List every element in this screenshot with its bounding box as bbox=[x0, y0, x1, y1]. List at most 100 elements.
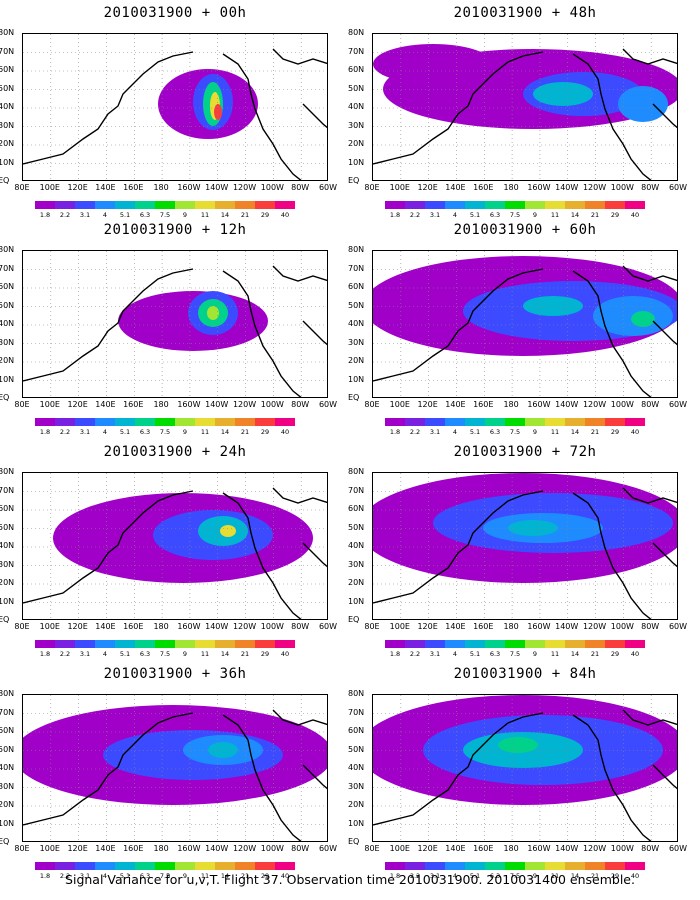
coastline bbox=[373, 712, 544, 826]
colorbar-label: 21 bbox=[240, 872, 250, 880]
coastline bbox=[622, 48, 677, 65]
lat-label: 50N bbox=[348, 83, 365, 93]
colorbar-swatch bbox=[275, 418, 295, 426]
variance-contour bbox=[523, 296, 583, 316]
colorbar-label: 6.3 bbox=[139, 211, 151, 219]
lon-label: 160W bbox=[177, 622, 201, 631]
coastline bbox=[23, 712, 194, 826]
panel-title: 2010031900 + 12h bbox=[103, 222, 247, 238]
coastline bbox=[272, 265, 327, 282]
colorbar-label: 14 bbox=[570, 428, 580, 436]
colorbar-swatch bbox=[155, 418, 175, 426]
colorbar-swatch bbox=[565, 862, 585, 870]
colorbar-swatch bbox=[115, 201, 135, 209]
lat-label: 10N bbox=[0, 157, 15, 167]
lat-label: 60N bbox=[0, 65, 15, 74]
colorbar-swatch bbox=[75, 862, 95, 870]
lon-label: 100W bbox=[610, 622, 634, 631]
variance-contour bbox=[208, 742, 238, 758]
lon-label: 100W bbox=[260, 400, 284, 409]
colorbar-label: 11 bbox=[200, 428, 210, 436]
lat-label: 30N bbox=[0, 337, 15, 347]
colorbar-label: 14 bbox=[220, 650, 230, 658]
lon-label: 140W bbox=[205, 400, 229, 409]
lon-label: 120E bbox=[417, 844, 438, 853]
colorbar-swatch bbox=[235, 418, 255, 426]
colorbar-label: 3.1 bbox=[79, 872, 91, 880]
lon-label: 140E bbox=[95, 844, 116, 853]
colorbar-swatch bbox=[35, 862, 55, 870]
colorbar-swatch bbox=[195, 640, 215, 648]
lat-label: 40N bbox=[348, 319, 365, 328]
colorbar-label: 2.2 bbox=[59, 211, 71, 219]
lon-label: 120W bbox=[582, 622, 607, 631]
lon-label: 80E bbox=[364, 844, 380, 853]
map-frame bbox=[372, 472, 678, 620]
lon-label: 120E bbox=[417, 183, 438, 192]
colorbar-swatch bbox=[175, 640, 195, 648]
colorbar-swatch bbox=[255, 862, 275, 870]
lat-label: 70N bbox=[0, 263, 15, 273]
colorbar-label: 21 bbox=[590, 872, 600, 880]
colorbar-swatch bbox=[405, 418, 425, 426]
colorbar-label: 4 bbox=[102, 650, 108, 658]
lat-label: 20N bbox=[348, 800, 365, 809]
lon-label: 100W bbox=[610, 844, 634, 853]
colorbar-label: 5.1 bbox=[119, 428, 131, 436]
colorbar-label: 29 bbox=[260, 650, 270, 658]
lon-label: 100W bbox=[610, 183, 634, 192]
colorbar-label: 21 bbox=[240, 650, 250, 658]
map-canvas bbox=[373, 34, 677, 180]
coastline bbox=[572, 714, 652, 841]
lon-label: 180 bbox=[503, 183, 519, 192]
map-canvas bbox=[23, 34, 327, 180]
lon-label: 100E bbox=[389, 622, 410, 631]
colorbar-swatch bbox=[585, 201, 605, 209]
colorbar-label: 2.2 bbox=[59, 428, 71, 436]
lat-label: 70N bbox=[0, 707, 15, 717]
colorbar-label: 4 bbox=[102, 211, 108, 219]
colorbar-swatch bbox=[585, 418, 605, 426]
colorbar-label: 29 bbox=[610, 428, 620, 436]
colorbar-label: 7.5 bbox=[509, 428, 521, 436]
lon-label: 100E bbox=[389, 400, 410, 409]
lat-label: 70N bbox=[348, 485, 365, 495]
lat-label: 80N bbox=[0, 245, 15, 254]
lat-label: 30N bbox=[0, 559, 15, 569]
colorbar-label: 5.1 bbox=[119, 211, 131, 219]
lon-label: 60W bbox=[318, 183, 338, 192]
colorbar-swatch bbox=[95, 640, 115, 648]
colorbar-swatch bbox=[155, 640, 175, 648]
lon-label: 80W bbox=[291, 844, 310, 853]
colorbar-swatch bbox=[385, 201, 405, 209]
lat-label: 20N bbox=[348, 356, 365, 365]
colorbar-label: 9 bbox=[182, 211, 188, 219]
colorbar-label: 6.3 bbox=[139, 650, 151, 658]
lat-label: 40N bbox=[0, 763, 15, 772]
lat-label: 40N bbox=[0, 541, 15, 550]
lon-label: 140E bbox=[445, 400, 466, 409]
colorbar-label: 6.3 bbox=[489, 211, 501, 219]
variance-contour bbox=[533, 82, 593, 106]
coastline bbox=[652, 103, 677, 129]
lon-label: 160W bbox=[527, 400, 551, 409]
colorbar-swatch bbox=[465, 201, 485, 209]
colorbar-swatch bbox=[405, 640, 425, 648]
colorbar-swatch bbox=[605, 640, 625, 648]
lon-label: 160W bbox=[177, 844, 201, 853]
colorbar-swatch bbox=[445, 418, 465, 426]
colorbar-swatch bbox=[505, 418, 525, 426]
lon-label: 100E bbox=[39, 622, 60, 631]
coastline bbox=[272, 487, 327, 504]
coastline bbox=[272, 48, 327, 65]
coastline bbox=[622, 265, 677, 282]
colorbar-label: 4 bbox=[452, 872, 458, 880]
lon-label: 80E bbox=[14, 183, 30, 192]
colorbar-label: 5.1 bbox=[119, 650, 131, 658]
colorbar-label: 11 bbox=[550, 428, 560, 436]
coastline bbox=[373, 268, 544, 382]
map-panel: 2010031900 + 72h 80N 70N 60N 50N 40N 30N 20N 10N… bbox=[348, 444, 700, 666]
panel-title: 2010031900 + 84h bbox=[453, 666, 597, 682]
colorbar-label: 2.2 bbox=[409, 211, 421, 219]
colorbar-swatch bbox=[95, 201, 115, 209]
